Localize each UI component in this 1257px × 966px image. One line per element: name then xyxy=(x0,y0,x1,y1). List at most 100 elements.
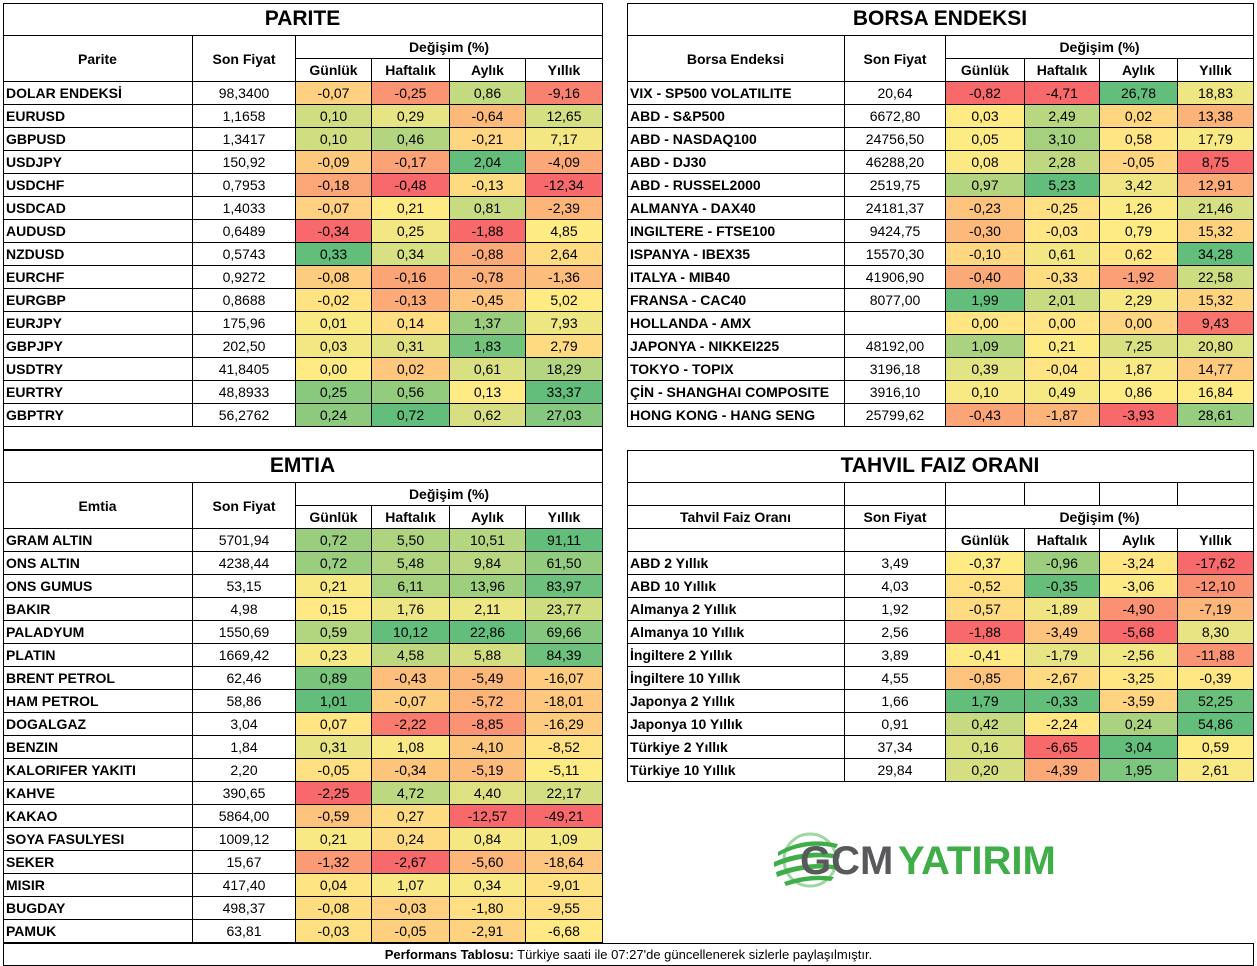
change-cell: 61,50 xyxy=(526,552,603,575)
change-cell: 8,30 xyxy=(1178,621,1254,644)
change-cell: -0,25 xyxy=(372,82,450,105)
change-cell: -5,11 xyxy=(526,759,603,782)
change-cell: 4,40 xyxy=(450,782,526,805)
change-cell: 2,04 xyxy=(450,151,526,174)
row-name: KAHVE xyxy=(3,782,193,805)
change-cell: 20,80 xyxy=(1178,335,1254,358)
row-name: BRENT PETROL xyxy=(3,667,193,690)
change-cell: 2,61 xyxy=(1178,759,1254,782)
change-cell: -0,64 xyxy=(450,105,526,128)
row-name: ITALYA - MIB40 xyxy=(627,266,845,289)
change-cell: 13,96 xyxy=(450,575,526,598)
row-name: TOKYO - TOPIX xyxy=(627,358,845,381)
change-cell: 0,59 xyxy=(1178,736,1254,759)
change-cell: -0,88 xyxy=(450,243,526,266)
change-cell: 0,58 xyxy=(1100,128,1178,151)
name-header: Parite xyxy=(3,36,193,82)
change-cell: 0,49 xyxy=(1025,381,1100,404)
row-name: DOLAR ENDEKSİ xyxy=(3,82,193,105)
change-cell: -0,52 xyxy=(946,575,1025,598)
change-cell: 7,17 xyxy=(526,128,603,151)
change-cell: -1,87 xyxy=(1025,404,1100,427)
price-cell: 8077,00 xyxy=(845,289,946,312)
change-cell: -5,49 xyxy=(450,667,526,690)
row-name: EURJPY xyxy=(3,312,193,335)
change-cell: 0,04 xyxy=(296,874,372,897)
change-cell: -9,16 xyxy=(526,82,603,105)
change-cell: -0,41 xyxy=(946,644,1025,667)
change-cell: -5,19 xyxy=(450,759,526,782)
period-header: Haftalık xyxy=(372,59,450,82)
change-cell: -0,07 xyxy=(372,690,450,713)
change-cell: 1,07 xyxy=(372,874,450,897)
row-name: PALADYUM xyxy=(3,621,193,644)
change-cell: 3,04 xyxy=(1100,736,1178,759)
change-cell: 22,86 xyxy=(450,621,526,644)
change-cell: 13,38 xyxy=(1178,105,1254,128)
price-cell: 390,65 xyxy=(193,782,296,805)
price-cell: 3,49 xyxy=(845,552,946,575)
change-cell: 34,28 xyxy=(1178,243,1254,266)
change-cell: 0,24 xyxy=(296,404,372,427)
price-cell: 15570,30 xyxy=(845,243,946,266)
change-cell: -12,34 xyxy=(526,174,603,197)
price-cell: 0,9272 xyxy=(193,266,296,289)
change-cell: -0,07 xyxy=(296,197,372,220)
change-cell: 0,46 xyxy=(372,128,450,151)
price-cell: 2519,75 xyxy=(845,174,946,197)
table-title: BORSA ENDEKSI xyxy=(627,3,1254,36)
change-cell: -1,80 xyxy=(450,897,526,920)
change-cell: 0,97 xyxy=(946,174,1025,197)
row-name: GBPJPY xyxy=(3,335,193,358)
price-cell: 0,7953 xyxy=(193,174,296,197)
period-header: Haftalık xyxy=(1025,59,1100,82)
row-name: Japonya 2 Yıllık xyxy=(627,690,845,713)
price-cell: 63,81 xyxy=(193,920,296,943)
change-cell: -2,25 xyxy=(296,782,372,805)
price-cell: 498,37 xyxy=(193,897,296,920)
price-cell: 175,96 xyxy=(193,312,296,335)
change-cell: 0,31 xyxy=(372,335,450,358)
change-cell: 1,79 xyxy=(946,690,1025,713)
change-cell: 0,86 xyxy=(1100,381,1178,404)
change-cell: 0,25 xyxy=(372,220,450,243)
change-cell: 2,79 xyxy=(526,335,603,358)
change-cell: -7,19 xyxy=(1178,598,1254,621)
price-header: Son Fiyat xyxy=(193,483,296,529)
change-cell: 1,99 xyxy=(946,289,1025,312)
period-header: Yıllık xyxy=(1178,529,1254,552)
price-cell: 202,50 xyxy=(193,335,296,358)
change-cell: -0,21 xyxy=(450,128,526,151)
change-cell: 5,02 xyxy=(526,289,603,312)
change-cell: 0,56 xyxy=(372,381,450,404)
price-cell: 24181,37 xyxy=(845,197,946,220)
change-cell: 4,72 xyxy=(372,782,450,805)
row-name: USDCHF xyxy=(3,174,193,197)
price-cell: 37,34 xyxy=(845,736,946,759)
price-cell: 1,92 xyxy=(845,598,946,621)
change-cell: 10,12 xyxy=(372,621,450,644)
table-title: TAHVIL FAIZ ORANI xyxy=(627,450,1254,483)
row-name: KAKAO xyxy=(3,805,193,828)
price-cell: 1,1658 xyxy=(193,105,296,128)
change-cell: -3,93 xyxy=(1100,404,1178,427)
row-name: BENZIN xyxy=(3,736,193,759)
price-cell: 1,84 xyxy=(193,736,296,759)
row-name: AUDUSD xyxy=(3,220,193,243)
row-name: HAM PETROL xyxy=(3,690,193,713)
change-cell: 8,75 xyxy=(1178,151,1254,174)
change-cell: 1,09 xyxy=(526,828,603,851)
row-name: VIX - SP500 VOLATILITE xyxy=(627,82,845,105)
change-cell: 83,97 xyxy=(526,575,603,598)
change-cell: 0,10 xyxy=(296,128,372,151)
change-cell: 27,03 xyxy=(526,404,603,427)
change-cell: 0,34 xyxy=(450,874,526,897)
change-cell: -0,48 xyxy=(372,174,450,197)
row-name: ISPANYA - IBEX35 xyxy=(627,243,845,266)
change-cell: 0,89 xyxy=(296,667,372,690)
change-cell: -1,36 xyxy=(526,266,603,289)
change-cell: 0,16 xyxy=(946,736,1025,759)
row-name: PAMUK xyxy=(3,920,193,943)
change-cell: -3,06 xyxy=(1100,575,1178,598)
